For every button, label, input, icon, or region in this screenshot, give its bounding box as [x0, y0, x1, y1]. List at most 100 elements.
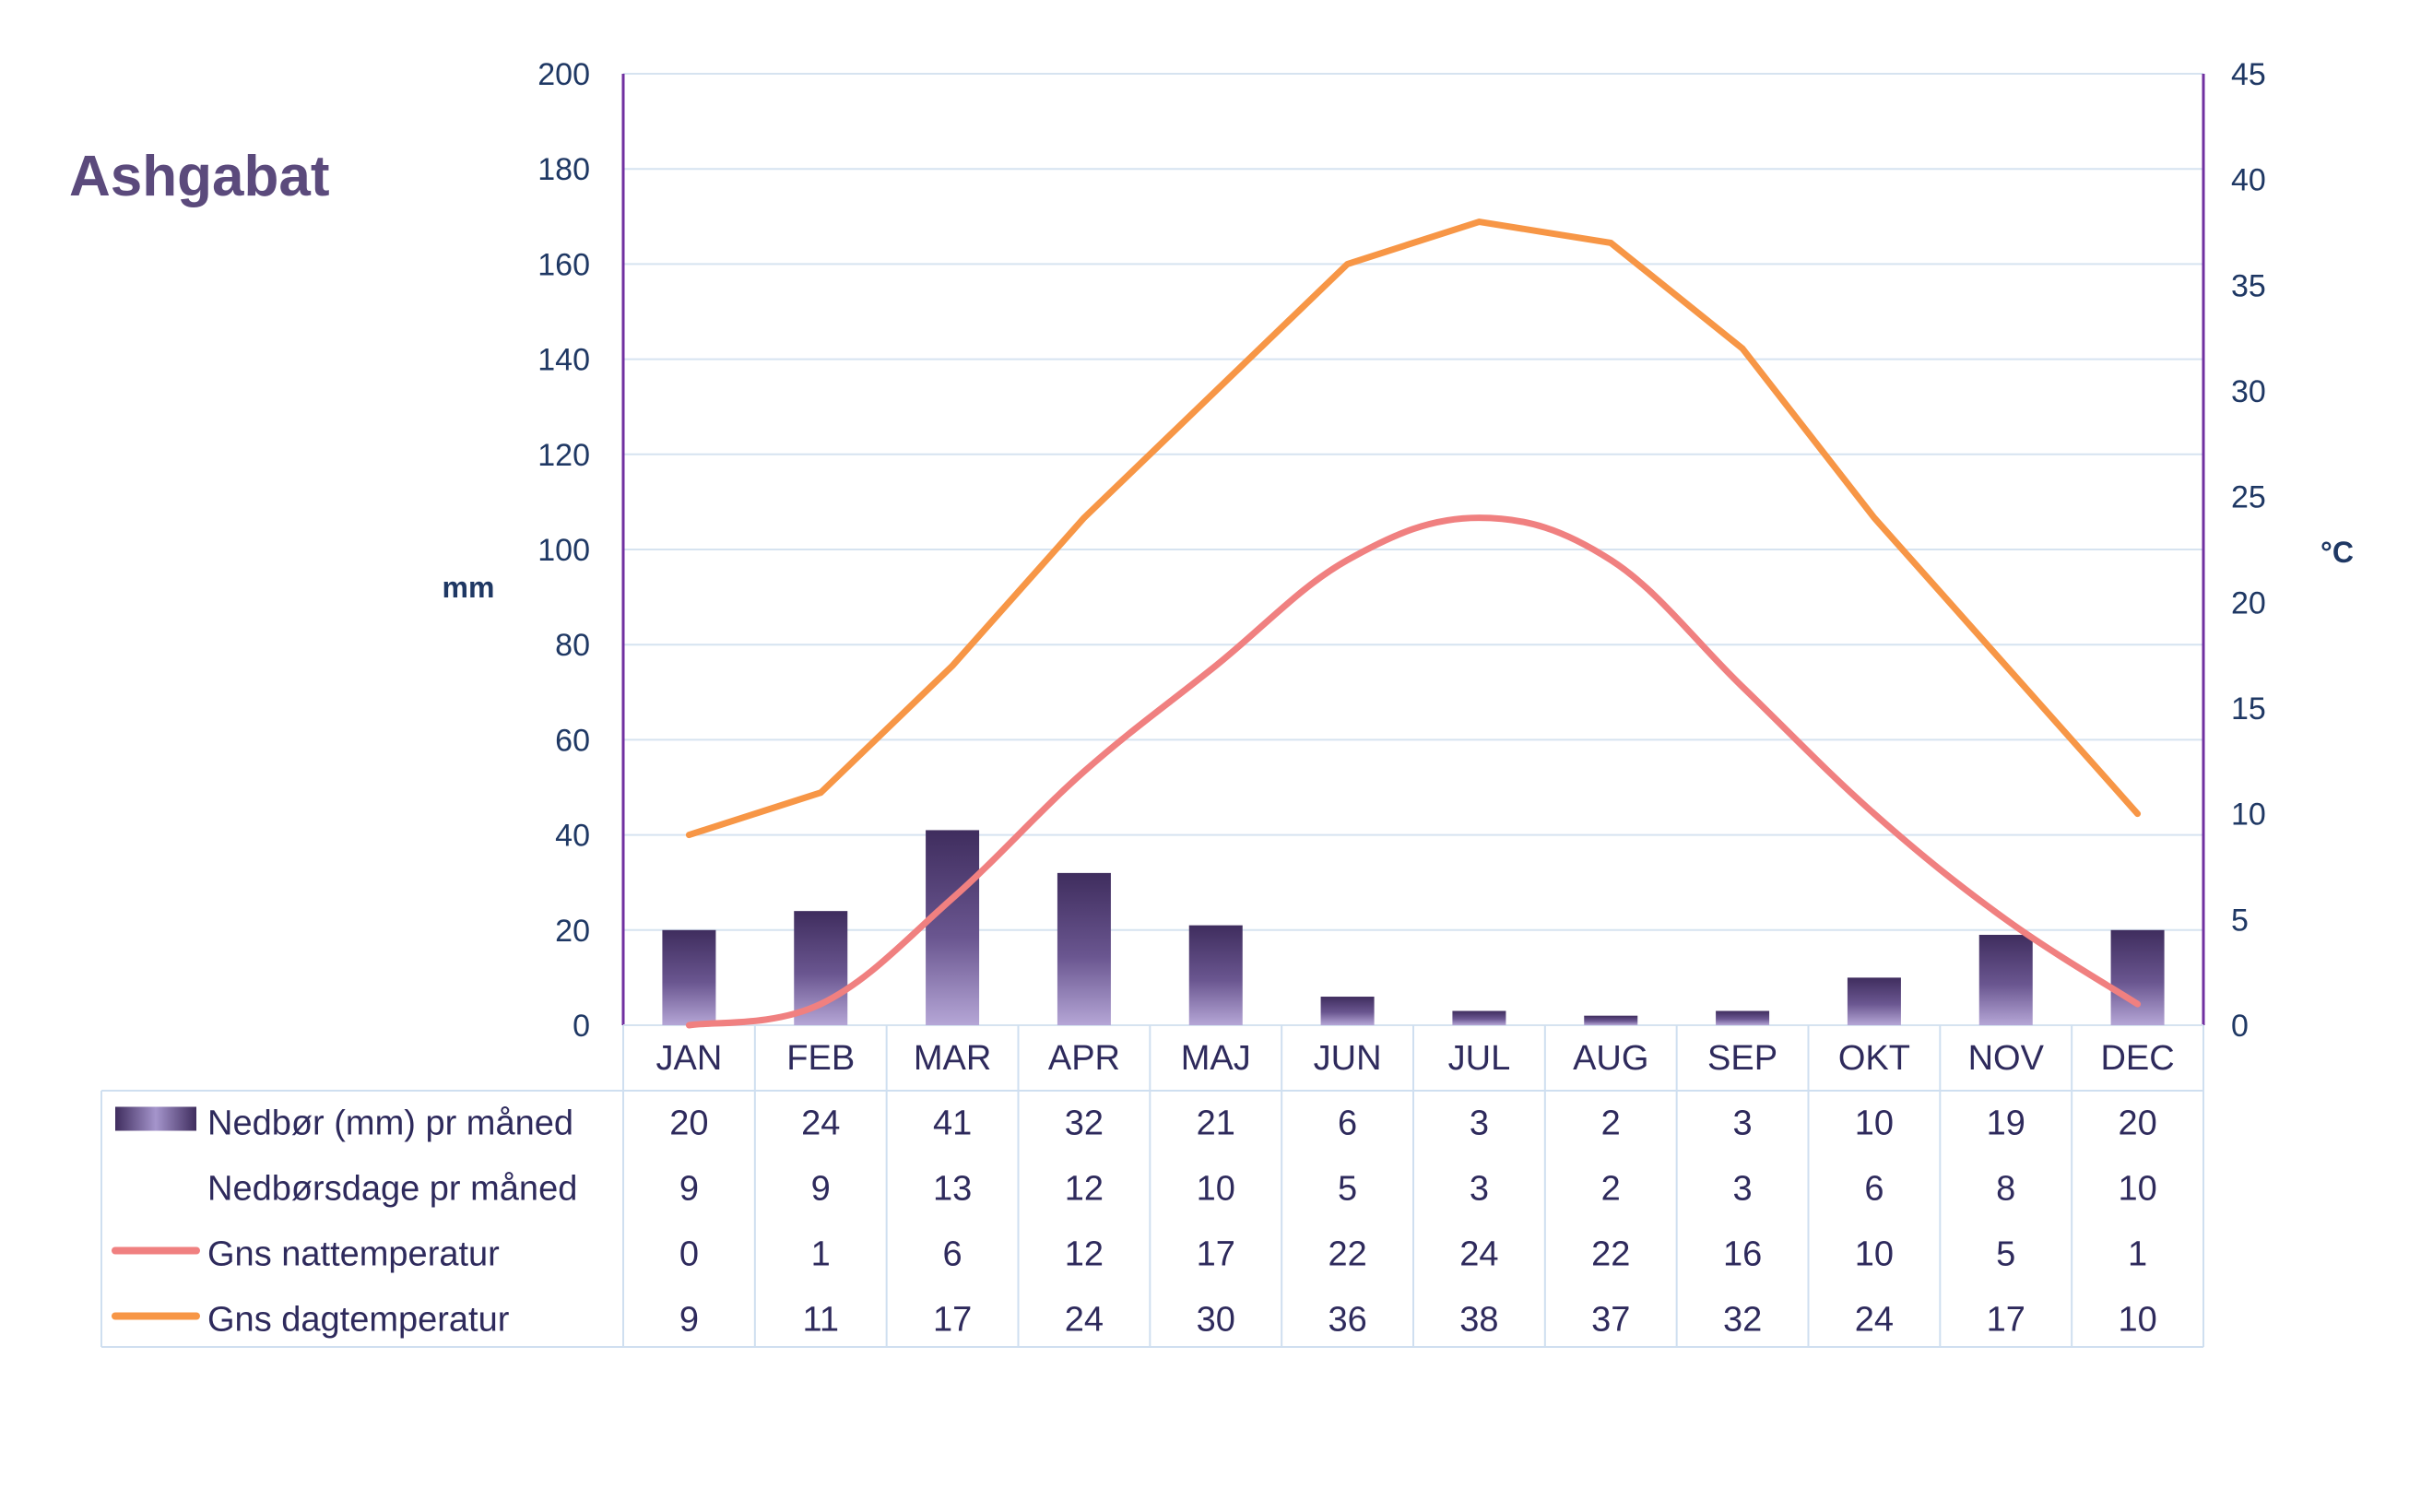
table-cell-value: 5 [1996, 1235, 2015, 1274]
right-tick-label: 0 [2231, 1009, 2249, 1044]
table-cell-value: 22 [1328, 1235, 1366, 1274]
precipitation-bar [1057, 872, 1111, 1025]
table-cell-value: 24 [801, 1104, 840, 1143]
table-cell-value: 16 [1723, 1235, 1762, 1274]
right-tick-label: 5 [2231, 903, 2249, 938]
table-cell-value: 5 [1338, 1170, 1357, 1209]
right-tick-label: 40 [2231, 163, 2266, 198]
table-cell-value: 2 [1601, 1170, 1621, 1209]
table-cell-value: 10 [2118, 1170, 2156, 1209]
table-row-label: Nedbørsdage pr måned [207, 1170, 577, 1209]
x-category-label: FEB [786, 1039, 855, 1078]
precipitation-bar [2110, 929, 2165, 1025]
table-cell-value: 32 [1723, 1301, 1762, 1340]
x-category-label: JUN [1314, 1039, 1382, 1078]
x-category-label: JUL [1448, 1039, 1511, 1078]
precipitation-bar [662, 929, 716, 1025]
table-row-label: Gns nattemperatur [207, 1235, 500, 1274]
table-cell-value: 17 [1987, 1301, 2025, 1340]
table-cell-value: 30 [1197, 1301, 1235, 1340]
precipitation-bar [1188, 925, 1243, 1025]
table-cell-value: 24 [1855, 1301, 1894, 1340]
x-category-label: SEP [1707, 1039, 1777, 1078]
left-tick-label: 80 [555, 628, 590, 663]
left-tick-label: 60 [555, 723, 590, 758]
x-category-label: JAN [656, 1039, 723, 1078]
table-cell-value: 9 [679, 1170, 699, 1209]
x-category-label: DEC [2100, 1039, 2174, 1078]
left-tick-label: 20 [555, 914, 590, 949]
table-cell-value: 17 [933, 1301, 972, 1340]
precipitation-bar [794, 911, 848, 1025]
table-cell-value: 12 [1065, 1235, 1104, 1274]
x-category-label: AUG [1573, 1039, 1648, 1078]
right-tick-label: 15 [2231, 691, 2266, 726]
temperature-lines [685, 219, 2142, 1029]
x-category-label: OKT [1838, 1039, 1910, 1078]
table-cell-value: 22 [1591, 1235, 1630, 1274]
table-cell-value: 10 [1197, 1170, 1235, 1209]
table-cell-value: 6 [943, 1235, 962, 1274]
table-cell-value: 11 [803, 1301, 839, 1340]
left-axis-ticks: 0 20 40 60 80 100 120 140 160 180 200 [537, 57, 590, 1044]
table-cell-value: 8 [1996, 1170, 2015, 1209]
table-cell-value: 9 [679, 1301, 699, 1340]
right-tick-label: 35 [2231, 268, 2266, 303]
left-tick-label: 180 [537, 152, 590, 187]
table-cell-value: 10 [2118, 1301, 2156, 1340]
table-cell-value: 19 [1987, 1104, 2025, 1143]
left-tick-label: 160 [537, 247, 590, 282]
table-cell-value: 1 [811, 1235, 831, 1274]
table-cell-value: 6 [1338, 1104, 1357, 1143]
table-cell-value: 6 [1864, 1170, 1884, 1209]
table-cell-value: 17 [1197, 1235, 1235, 1274]
table-cell-value: 0 [679, 1235, 699, 1274]
table-cell-value: 9 [811, 1170, 831, 1209]
table-cell-value: 20 [669, 1104, 708, 1143]
table-row-label: Gns dagtemperatur [207, 1301, 510, 1340]
table-cell-value: 38 [1459, 1301, 1498, 1340]
precipitation-bar [1320, 997, 1375, 1025]
right-axis-label: °C [2320, 536, 2354, 569]
legend-swatch-precipitation [115, 1106, 196, 1131]
precipitation-bar [1847, 977, 1901, 1025]
left-tick-label: 140 [537, 343, 590, 378]
precipitation-bar [926, 830, 980, 1025]
table-cell-value: 1 [2128, 1235, 2147, 1274]
precipitation-bar [1716, 1010, 1770, 1025]
table-cell-value: 24 [1065, 1301, 1104, 1340]
table-cell-value: 3 [1470, 1170, 1489, 1209]
left-axis-label: mm [443, 571, 495, 604]
chart-title: Ashgabat [69, 145, 329, 208]
left-tick-label: 0 [573, 1009, 590, 1044]
table-cell-value: 3 [1733, 1170, 1753, 1209]
right-tick-label: 20 [2231, 585, 2266, 620]
precipitation-bar [1452, 1010, 1506, 1025]
precipitation-bar [1584, 1015, 1638, 1025]
table-cell-value: 2 [1601, 1104, 1621, 1143]
right-tick-label: 10 [2231, 797, 2266, 833]
table-cell-value: 37 [1591, 1301, 1630, 1340]
table-cell-value: 41 [933, 1104, 972, 1143]
left-tick-label: 200 [537, 57, 590, 92]
table-cell-value: 24 [1459, 1235, 1498, 1274]
right-tick-label: 25 [2231, 480, 2266, 515]
x-category-label: MAR [914, 1039, 991, 1078]
x-category-label: NOV [1968, 1039, 2045, 1078]
table-cell-value: 20 [2118, 1104, 2156, 1143]
day-temperature-line [685, 219, 2142, 839]
right-tick-label: 30 [2231, 374, 2266, 409]
table-cell-value: 3 [1470, 1104, 1489, 1143]
table-cell-value: 10 [1855, 1104, 1894, 1143]
table-cell-value: 32 [1065, 1104, 1104, 1143]
x-category-label: APR [1048, 1039, 1120, 1078]
left-tick-label: 40 [555, 819, 590, 854]
left-tick-label: 120 [537, 438, 590, 473]
gridlines [623, 73, 2203, 931]
precipitation-bar [1978, 934, 2033, 1025]
night-temperature-line [685, 514, 2142, 1029]
table-cell-value: 3 [1733, 1104, 1753, 1143]
table-cell-value: 10 [1855, 1235, 1894, 1274]
table-cell-value: 21 [1197, 1104, 1235, 1143]
